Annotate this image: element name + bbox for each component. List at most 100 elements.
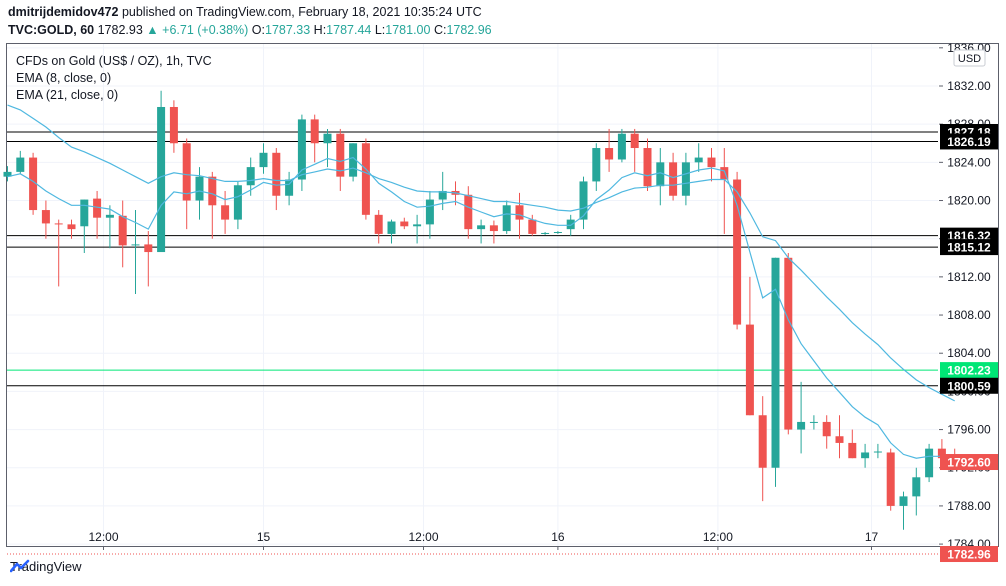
candle-body	[67, 224, 76, 230]
candle-body	[131, 244, 140, 246]
last-price: 1782.93	[97, 23, 143, 37]
candle-body	[118, 215, 127, 246]
level-price-label-bg	[940, 133, 998, 150]
candle-body	[912, 477, 921, 497]
candle-body	[157, 106, 166, 253]
candle-body	[656, 162, 665, 187]
candle-body	[438, 190, 447, 200]
y-tick-label: 1832.00	[947, 79, 991, 93]
candle-body	[80, 199, 89, 227]
currency-label[interactable]: USD	[958, 53, 981, 65]
candle-body	[477, 225, 486, 230]
ema-8-line	[7, 156, 955, 459]
candle-body	[694, 157, 703, 163]
publish-info: published on TradingView.com, February 1…	[121, 5, 482, 19]
candle-body	[592, 148, 601, 182]
candle-body	[400, 221, 409, 227]
candle-body	[797, 421, 806, 430]
level-price-label: 1800.59	[947, 379, 991, 393]
y-tick-label: 1824.00	[947, 155, 991, 169]
candle-body	[720, 167, 729, 180]
candle-body	[707, 157, 716, 168]
candle-body	[169, 106, 178, 144]
last-price-label: 1782.96	[947, 548, 991, 562]
candle-body	[733, 179, 742, 325]
candle-body	[745, 324, 754, 416]
candle-body	[681, 162, 690, 196]
candle-body	[809, 421, 818, 423]
candle-body	[285, 179, 294, 196]
candle-body	[630, 133, 639, 149]
candle-body	[848, 442, 857, 459]
candle-body	[93, 198, 102, 218]
candle-body	[195, 176, 204, 201]
open-value: 1787.33	[265, 23, 311, 37]
candle-body	[297, 119, 306, 180]
candle-body	[937, 448, 946, 459]
candle-body	[182, 143, 191, 201]
candle-body	[515, 205, 524, 220]
chart-frame[interactable]	[6, 43, 999, 547]
legend-ema-8[interactable]: EMA (8, close, 0)	[16, 71, 111, 85]
high-value: 1787.44	[326, 23, 372, 37]
last-price-label-bg	[940, 546, 998, 563]
legend-ema-21[interactable]: EMA (21, close, 0)	[16, 88, 118, 102]
ema-21-line	[7, 104, 955, 402]
level-price-label-bg	[940, 239, 998, 256]
y-tick-label: 1796.00	[947, 423, 991, 437]
candle-body	[323, 133, 332, 144]
candle-body	[605, 148, 614, 160]
candle-body	[361, 143, 370, 215]
level-price-label: 1826.19	[947, 135, 991, 149]
candle-body	[144, 244, 153, 253]
candle-body	[413, 224, 422, 227]
tradingview-brand[interactable]: TradingView	[10, 559, 82, 575]
x-tick-label: 16	[551, 530, 565, 544]
y-tick-label: 1812.00	[947, 270, 991, 284]
open-label: O:	[251, 23, 265, 37]
candle-body	[221, 205, 230, 220]
candle-body	[259, 152, 268, 168]
candle-body	[464, 194, 473, 230]
level-price-label-bg	[940, 362, 998, 379]
ema-price-label-bg	[940, 454, 998, 471]
x-tick-label: 15	[257, 530, 271, 544]
candle-body	[835, 436, 844, 443]
y-tick-label: 1788.00	[947, 499, 991, 513]
candle-body	[272, 152, 281, 196]
candle-body	[502, 205, 511, 232]
currency-box[interactable]	[953, 49, 986, 67]
y-tick-label: 1804.00	[947, 346, 991, 360]
change-up-icon: ▲	[146, 23, 159, 37]
low-label: L:	[374, 23, 386, 37]
candle-body	[861, 452, 870, 459]
author-name[interactable]: dmitrijdemidov472	[8, 5, 119, 19]
candle-body	[16, 157, 25, 172]
publish-line: dmitrijdemidov472 published on TradingVi…	[8, 3, 492, 21]
candle-body	[233, 185, 242, 220]
candle-body	[784, 257, 793, 430]
candle-body	[105, 214, 114, 218]
candle-body	[822, 421, 831, 437]
candle-body	[425, 199, 434, 225]
candle-body	[336, 133, 345, 177]
level-price-label: 1802.23	[947, 364, 991, 378]
candle-body	[617, 133, 626, 160]
high-label: H:	[313, 23, 327, 37]
candle-body	[566, 219, 575, 230]
candle-body	[528, 219, 537, 234]
x-tick-label: 12:00	[88, 530, 118, 544]
candle-body	[553, 232, 562, 234]
candle-body	[374, 214, 383, 234]
candle-body	[3, 171, 12, 177]
candle-body	[541, 232, 550, 234]
level-price-label-bg	[940, 377, 998, 394]
price-change: +6.71 (+0.38%)	[162, 23, 249, 37]
candle-body	[899, 496, 908, 506]
x-tick-label: 17	[865, 530, 879, 544]
y-tick-label: 1808.00	[947, 308, 991, 322]
candle-body	[873, 451, 882, 453]
x-tick-label: 12:00	[408, 530, 438, 544]
ema-price-label: 1792.60	[947, 456, 991, 470]
